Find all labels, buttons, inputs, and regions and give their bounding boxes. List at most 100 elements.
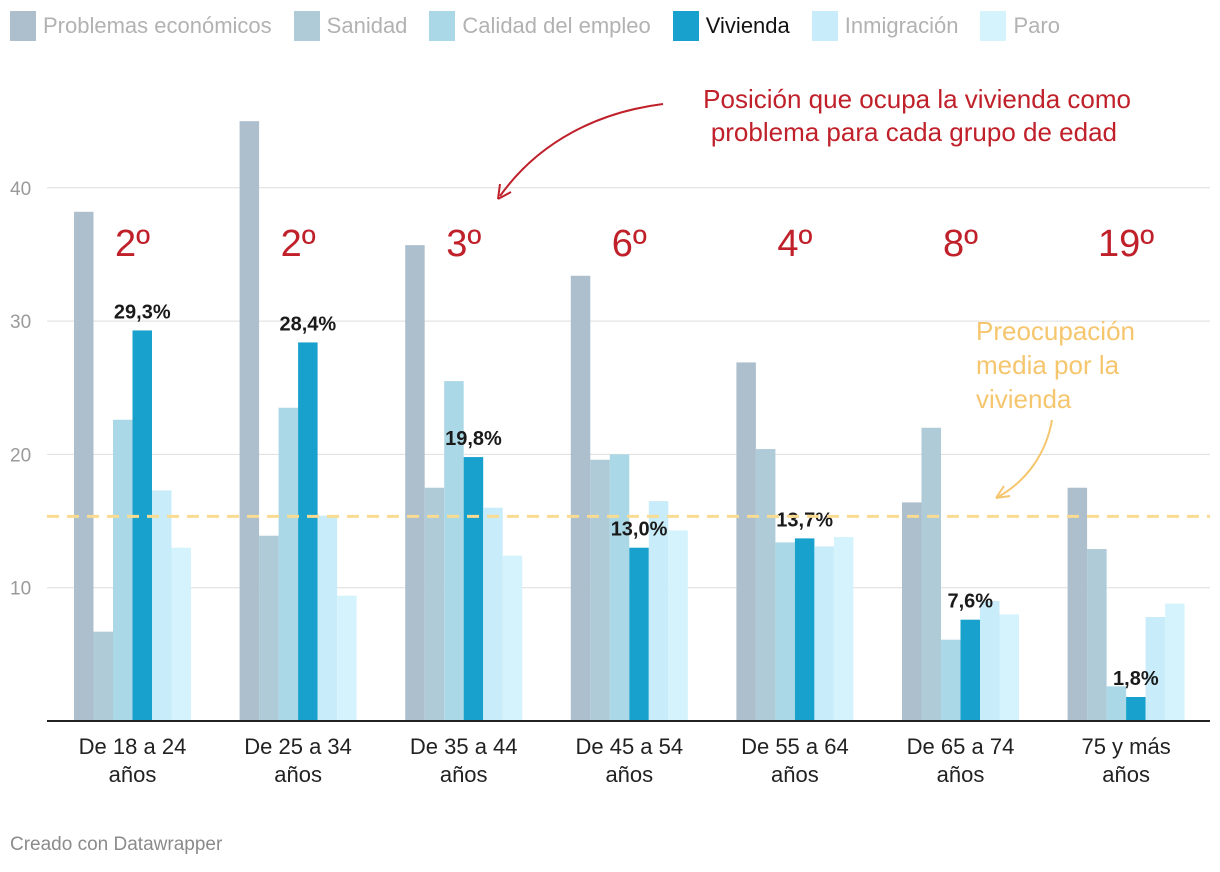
bar <box>1165 603 1185 721</box>
legend-swatch <box>429 11 456 41</box>
x-tick-label: años <box>109 762 157 787</box>
bar <box>239 121 260 721</box>
bar <box>424 487 445 721</box>
bar <box>259 535 279 721</box>
bar <box>1087 549 1107 721</box>
legend-swatch <box>811 11 838 41</box>
mean-annotation: Preocupación <box>976 316 1135 346</box>
legend-label: Calidad del empleo <box>462 13 651 38</box>
bar <box>278 407 299 721</box>
legend-swatch <box>980 11 1007 41</box>
rank-annotation: Posición que ocupa la vivienda como <box>703 84 1131 114</box>
bar <box>648 501 669 721</box>
footer-credit: Creado con Datawrapper <box>10 834 223 855</box>
mean-annotation: vivienda <box>976 384 1072 414</box>
x-tick-label: De 55 a 64 <box>741 734 849 759</box>
value-label: 1,8% <box>1113 668 1159 690</box>
y-tick-label: 30 <box>10 312 31 333</box>
value-label: 28,4% <box>279 313 336 335</box>
legend-swatch <box>293 11 320 41</box>
bar <box>502 555 523 721</box>
bar <box>999 614 1019 721</box>
x-tick-label: 75 y más <box>1081 734 1170 759</box>
bar <box>444 381 464 721</box>
bar <box>1145 617 1166 721</box>
rank-annotation-arrowhead <box>497 183 512 200</box>
bar <box>405 245 425 721</box>
bar <box>629 547 649 721</box>
x-tick-label: años <box>274 762 322 787</box>
rank-label: 6º <box>612 223 647 265</box>
y-tick-label: 40 <box>10 179 31 200</box>
bar <box>833 537 854 721</box>
bar <box>298 342 318 721</box>
legend-item: Sanidad <box>293 11 408 41</box>
x-tick-label: De 65 a 74 <box>907 734 1015 759</box>
bar <box>668 530 688 721</box>
x-tick-label: años <box>440 762 488 787</box>
x-tick-label: años <box>771 762 819 787</box>
value-label: 29,3% <box>114 301 171 323</box>
bar <box>980 601 1000 721</box>
bar <box>132 330 152 721</box>
mean-annotation-arrow <box>997 419 1053 498</box>
legend-label: Sanidad <box>326 13 408 38</box>
x-tick-label: años <box>937 762 985 787</box>
bar <box>902 502 922 721</box>
mean-annotation: media por la <box>976 350 1120 380</box>
value-label: 13,7% <box>776 509 833 531</box>
bar <box>74 211 94 721</box>
x-tick-label: De 25 a 34 <box>244 734 352 759</box>
bar <box>171 547 191 721</box>
bar <box>317 515 338 721</box>
bar <box>775 542 795 721</box>
x-tick-label: De 35 a 44 <box>410 734 518 759</box>
bar <box>755 449 776 721</box>
bar <box>483 507 503 721</box>
x-tick-label: De 18 a 24 <box>79 734 187 759</box>
legend-label: Paro <box>1013 13 1060 38</box>
legend-label: Problemas económicos <box>43 13 272 38</box>
bar <box>941 639 961 721</box>
x-tick-label: años <box>605 762 653 787</box>
rank-label: 19º <box>1098 223 1154 265</box>
legend-item: Calidad del empleo <box>429 11 651 41</box>
rank-label: 2º <box>115 223 150 265</box>
bar <box>93 631 113 721</box>
bar <box>794 538 815 721</box>
bar <box>463 457 484 721</box>
bar <box>570 275 591 721</box>
bar <box>337 595 357 721</box>
rank-label: 4º <box>777 223 812 265</box>
bar <box>814 546 834 721</box>
value-label: 19,8% <box>445 428 502 450</box>
bar <box>1106 686 1127 721</box>
legend: Problemas económicos Sanidad Calidad del e… <box>10 10 1082 42</box>
bar <box>960 619 980 721</box>
legend-item: Vivienda <box>672 11 790 41</box>
rank-label: 3º <box>446 223 481 265</box>
bar <box>1067 487 1088 721</box>
rank-label: 8º <box>943 223 978 265</box>
bar <box>736 362 756 721</box>
bar <box>590 459 610 721</box>
bar <box>609 454 630 721</box>
value-label: 13,0% <box>611 519 668 541</box>
rank-label: 2º <box>281 223 316 265</box>
chart: 10 20 30 40 29,3% 2º De 18 a 24 años 28,4% 2º De 2… <box>10 84 1210 787</box>
bar <box>921 427 941 721</box>
legend-item: Inmigración <box>811 11 958 41</box>
legend-item: Paro <box>980 11 1060 41</box>
x-tick-label: De 45 a 54 <box>575 734 683 759</box>
x-tick-label: años <box>1102 762 1150 787</box>
legend-label: Vivienda <box>705 13 790 38</box>
rank-annotation: problema para cada grupo de edad <box>711 117 1117 147</box>
mean-annotation-arrowhead <box>995 485 1011 499</box>
y-tick-label: 10 <box>10 579 31 600</box>
y-tick-label: 20 <box>10 445 31 466</box>
legend-swatch <box>672 11 699 41</box>
value-label: 7,6% <box>947 591 993 613</box>
bar <box>152 490 172 721</box>
rank-annotation-arrow <box>499 103 664 197</box>
bar <box>113 419 133 721</box>
